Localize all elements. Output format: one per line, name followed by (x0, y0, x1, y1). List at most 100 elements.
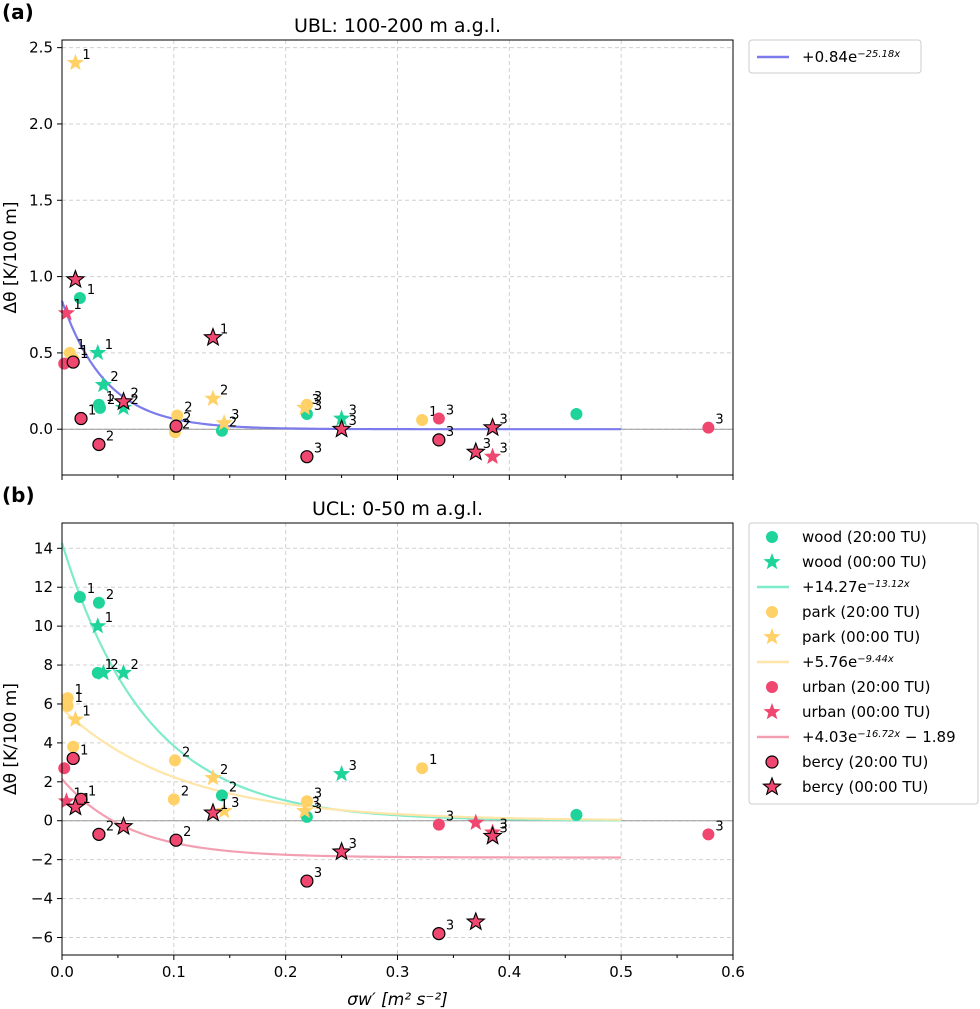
point-label: 2 (106, 429, 114, 444)
point-label: 3 (349, 404, 357, 419)
data-point (432, 412, 445, 425)
point-label: 3 (314, 786, 322, 801)
point-label: 3 (349, 759, 357, 774)
data-point (89, 343, 107, 361)
point-label: 3 (312, 796, 320, 811)
point-label: 2 (182, 417, 190, 432)
data-point (432, 926, 446, 941)
series-bercy-00-00-tu-: 1 133 (65, 792, 508, 931)
point-label: 3 (715, 413, 723, 428)
x-tick-label: 0.0 (50, 963, 74, 981)
data-point (92, 437, 106, 452)
point-label: 3 (500, 442, 508, 457)
x-tick-label: 0.4 (497, 963, 521, 981)
point-label: 1 (105, 658, 113, 673)
point-label: 1 (88, 404, 96, 419)
x-tick-label: 0.1 (162, 963, 186, 981)
point-label: 3 (715, 819, 723, 834)
data-point (114, 398, 133, 416)
data-point (66, 751, 80, 766)
point-label: 1 (82, 705, 90, 720)
point-label: 1 (80, 347, 88, 362)
data-point (92, 596, 105, 609)
point-label: 1 (75, 683, 83, 698)
panel-label: (a) (2, 0, 34, 24)
point-label: 3 (500, 413, 508, 428)
data-point (65, 269, 86, 289)
data-point (467, 813, 485, 830)
data-point (168, 754, 181, 767)
data-point (484, 447, 502, 464)
legend-label: wood (20:00 TU) (802, 528, 927, 546)
y-axis-label: Δθ [K/100 m] (1, 683, 21, 795)
point-label: 3 (446, 919, 454, 934)
point-label: 1 (75, 691, 83, 706)
legend-label: +5.76e−9.44x (802, 653, 894, 671)
data-point (333, 409, 351, 426)
point-label: 2 (106, 588, 114, 603)
x-tick-label: 0.6 (721, 963, 745, 981)
point-label: 3 (314, 442, 322, 457)
point-label: 3 (349, 414, 357, 429)
data-point (331, 418, 352, 438)
chart-title: UCL: 0-50 m a.g.l. (312, 498, 483, 520)
data-point (432, 818, 445, 831)
legend: +0.84e−25.18x (748, 39, 922, 74)
y-tick-label: −4 (31, 890, 53, 908)
y-tick-label: 1.5 (29, 191, 53, 209)
legend-marker (765, 755, 779, 769)
y-tick-label: 2 (43, 773, 53, 791)
data-point (58, 762, 71, 775)
y-tick-label: 14 (34, 539, 53, 557)
point-label: 1 (105, 611, 113, 626)
data-point (66, 710, 84, 727)
data-point (296, 398, 314, 416)
data-point (171, 409, 184, 422)
point-label: 3 (231, 796, 239, 811)
data-point (202, 802, 224, 822)
data-point (465, 441, 486, 461)
legend-marker (766, 606, 778, 618)
data-point (570, 808, 583, 821)
data-point (66, 355, 80, 369)
x-axis-label: σw′ [m² s⁻²] (347, 990, 448, 1009)
legend-label: bercy (20:00 TU) (802, 753, 928, 771)
data-point (416, 762, 429, 775)
data-point (204, 389, 222, 406)
y-tick-label: 1.0 (29, 268, 53, 286)
y-tick-label: 0.0 (29, 420, 53, 438)
data-point (482, 825, 503, 845)
point-label: 1 (105, 338, 113, 353)
legend-marker (763, 628, 781, 645)
data-point (465, 911, 486, 931)
point-label: 1 (106, 390, 114, 405)
data-point (113, 815, 134, 836)
point-label: 2 (229, 416, 237, 431)
legend-marker (766, 681, 778, 693)
point-label: 2 (107, 393, 115, 408)
y-axis-label: Δθ [K/100 m] (1, 202, 21, 314)
point-label: 1 (87, 582, 95, 597)
data-point (94, 401, 107, 414)
point-label: 1 (220, 323, 228, 338)
legend: wood (20:00 TU) wood (00:00 TU) +14.27e−13… (748, 522, 979, 805)
point-label: 2 (182, 745, 190, 760)
point-label: 2 (110, 370, 118, 385)
point-label: 1 (82, 48, 90, 63)
data-point (333, 765, 351, 782)
point-label: 3 (483, 437, 491, 452)
point-label: 2 (110, 658, 118, 673)
point-label: 2 (220, 763, 228, 778)
legend-label: +0.84e−25.18x (802, 48, 900, 66)
data-point (66, 53, 84, 71)
y-tick-label: 8 (43, 656, 53, 674)
chart-title: UBL: 100-200 m a.g.l. (294, 15, 501, 37)
